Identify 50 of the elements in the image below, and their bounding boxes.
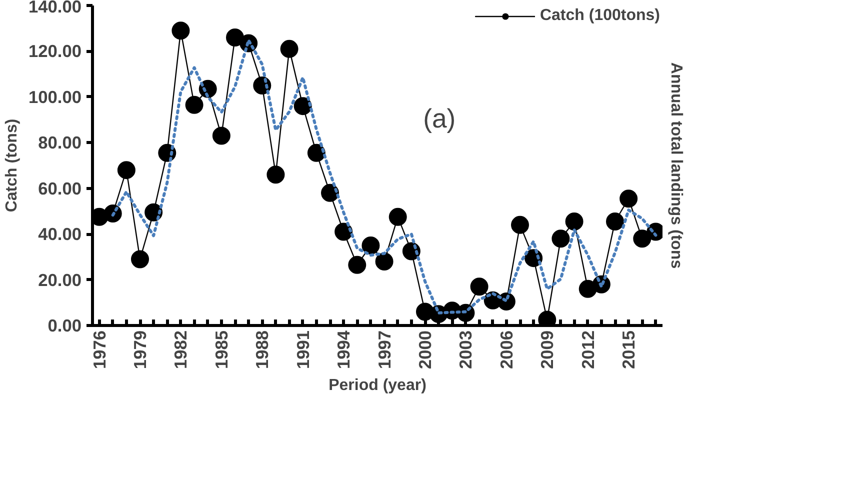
- point: [321, 184, 339, 202]
- x-tick-label: 1976: [89, 330, 110, 370]
- x-tick-label: 1997: [374, 330, 394, 370]
- point: [226, 28, 244, 46]
- point: [172, 22, 190, 40]
- x-tick-label: 2006: [496, 330, 516, 370]
- x-tick-label: 1982: [170, 330, 191, 370]
- point: [307, 144, 326, 162]
- point: [606, 212, 624, 230]
- annotation: (a): [423, 104, 456, 134]
- point: [334, 222, 353, 241]
- y-tick-label: 20.00: [38, 270, 82, 290]
- point: [620, 190, 638, 208]
- y-tick-label: 120.00: [28, 41, 82, 62]
- point: [511, 216, 529, 234]
- x-tick-label: 2003: [456, 330, 476, 370]
- point: [348, 256, 366, 274]
- y-tick-label: 100.00: [28, 86, 82, 107]
- point: [362, 236, 380, 254]
- x-tick-label: 2015: [618, 330, 639, 370]
- point: [212, 126, 230, 145]
- x-tick-label: 2000: [415, 330, 435, 370]
- point: [375, 252, 394, 270]
- x-tick-label: 1991: [292, 330, 313, 370]
- y-tick-label: 140.00: [28, 0, 82, 16]
- y-tick-label: 80.00: [38, 132, 82, 153]
- point: [185, 96, 204, 114]
- legend-label: Catch (100tons): [540, 7, 660, 25]
- point: [294, 97, 312, 116]
- x-tick-label: 1979: [130, 330, 150, 370]
- point: [552, 230, 570, 248]
- y2-axis-title: Annual total landings (tons: [668, 62, 684, 269]
- y-tick-label: 0.00: [48, 316, 82, 336]
- y-tick-label: 60.00: [38, 178, 82, 198]
- point: [266, 166, 285, 184]
- x-tick-label: 2012: [578, 330, 598, 370]
- y-axis-title: Catch (tons): [4, 118, 20, 212]
- x-tick-label: 1988: [252, 330, 272, 370]
- point: [470, 278, 488, 296]
- y-tick-label: 40.00: [38, 224, 82, 244]
- x-axis-title: Period (year): [328, 377, 426, 394]
- x-tick-label: 2009: [537, 330, 558, 370]
- x-tick-label: 1985: [211, 330, 232, 370]
- point: [565, 212, 584, 230]
- x-tick-label: 1994: [334, 330, 354, 370]
- point: [388, 208, 407, 226]
- point: [117, 161, 136, 180]
- point: [280, 40, 298, 58]
- point: [633, 230, 652, 248]
- point: [131, 250, 149, 268]
